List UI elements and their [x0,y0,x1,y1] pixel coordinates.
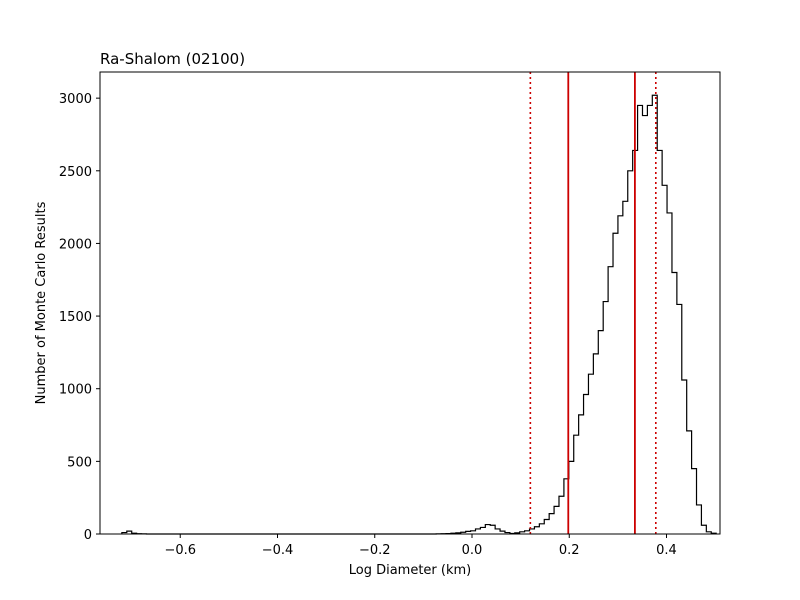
y-axis: 0 500 1000 1500 2000 2500 3000 [59,92,100,543]
x-axis-label: Log Diameter (km) [349,563,472,578]
y-tick-label: 3000 [59,92,92,107]
x-tick-label: 0.4 [656,543,677,558]
x-tick-label: 0.2 [559,543,580,558]
y-tick-label: 1500 [59,310,92,325]
x-axis: −0.6 −0.4 −0.2 0.0 0.2 0.4 [164,534,677,558]
x-tick-label: −0.4 [262,543,294,558]
axes-frame [99,71,721,535]
y-tick-label: 500 [67,455,92,470]
y-tick-label: 0 [84,528,92,543]
histogram-step [121,94,717,535]
chart-title: Ra-Shalom (02100) [100,50,245,68]
x-tick-label: −0.2 [359,543,391,558]
x-tick-label: 0.0 [462,543,483,558]
y-tick-label: 2000 [59,237,92,252]
y-axis-label: Number of Monte Carlo Results [34,201,49,404]
y-tick-label: 1000 [59,383,92,398]
y-tick-label: 2500 [59,165,92,180]
plot-area [121,72,717,535]
x-tick-label: −0.6 [164,543,196,558]
